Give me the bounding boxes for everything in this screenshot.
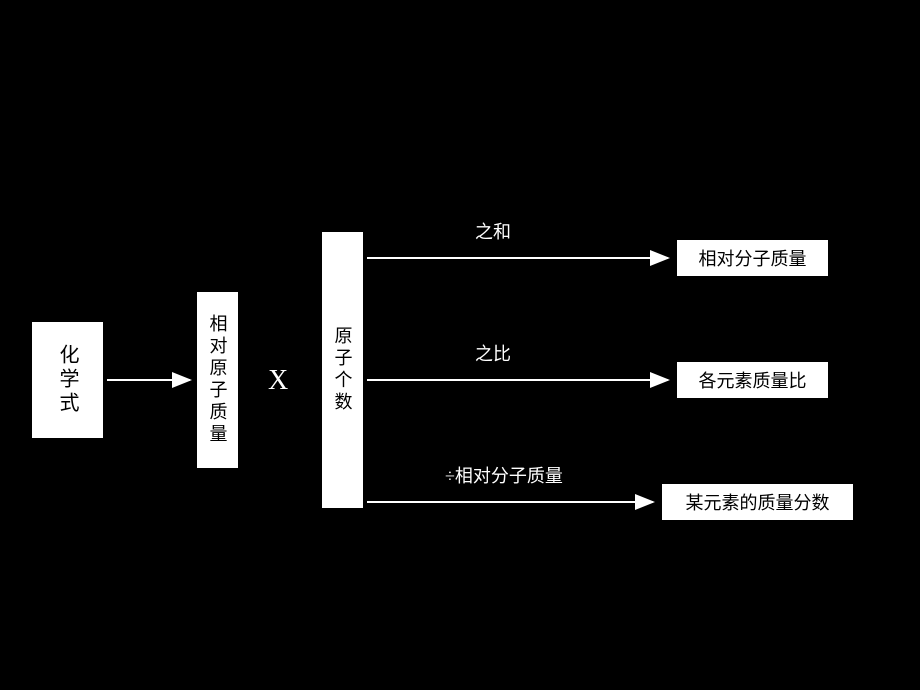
node-atom-count: 原子个数: [320, 230, 365, 510]
edge-label-ratio: 之比: [475, 340, 511, 366]
node-label: 原子个数: [330, 326, 356, 414]
node-atomic-mass: 相对原子质量: [195, 290, 240, 470]
node-label: 相对原子质量: [205, 314, 231, 446]
node-label: 相对分子质量: [699, 245, 807, 271]
operator-label: X: [268, 365, 288, 396]
node-mass-ratio: 各元素质量比: [675, 360, 830, 400]
node-label: 各元素质量比: [699, 367, 807, 393]
node-label: 某元素的质量分数: [686, 489, 830, 515]
arrows-svg: [0, 0, 920, 690]
edge-label-sum: 之和: [475, 218, 511, 244]
node-mass-fraction: 某元素的质量分数: [660, 482, 855, 522]
multiply-operator: X: [268, 365, 288, 397]
node-label: 化学式: [53, 344, 82, 416]
node-chemical-formula: 化学式: [30, 320, 105, 440]
node-molecular-mass: 相对分子质量: [675, 238, 830, 278]
edge-label-divide: ÷相对分子质量: [445, 462, 563, 488]
